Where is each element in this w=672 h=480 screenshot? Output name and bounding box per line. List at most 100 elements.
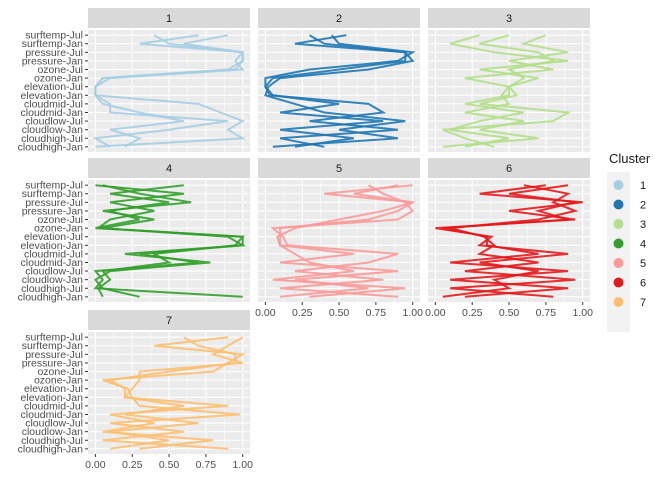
- x-tick-label: 0.25: [462, 307, 483, 319]
- legend-title: Cluster: [609, 151, 651, 166]
- y-tick-label: cloudlow-Jul: [25, 418, 83, 430]
- y-tick-label: surftemp-Jan: [22, 340, 83, 352]
- legend-key-3: [613, 219, 624, 229]
- y-tick-label: cloudhigh-Jan: [18, 141, 84, 153]
- facet-panel-6: 6 0.00 0.25 0.50 0.75 1.00: [425, 158, 593, 319]
- cluster-4-line: [93, 184, 246, 298]
- legend-label: 4: [640, 239, 646, 251]
- x-tick-label: 0.00: [425, 307, 446, 319]
- facet-strip: [258, 8, 420, 28]
- x-tick-label: 0.50: [159, 459, 180, 471]
- facet-strip-label: 7: [166, 315, 172, 327]
- y-tick-label: cloudmid-Jan: [21, 409, 84, 421]
- y-tick-label: ozone-Jul: [37, 214, 83, 226]
- x-tick-label: 1.00: [572, 307, 593, 319]
- cluster-7-line: [102, 336, 244, 450]
- x-tick-label: 0.25: [292, 307, 313, 319]
- facet-strip-label: 6: [506, 163, 512, 175]
- legend-label: 2: [640, 200, 646, 212]
- facet-strip-label: 2: [336, 13, 342, 25]
- y-tick-label: cloudhigh-Jul: [21, 435, 83, 447]
- y-tick-label: elevation-Jul: [24, 231, 83, 243]
- y-tick-label: ozone-Jan: [34, 375, 83, 387]
- y-tick-label: ozone-Jul: [37, 366, 83, 378]
- y-tick-label: surftemp-Jan: [22, 38, 83, 50]
- legend-key-1: [613, 180, 624, 190]
- x-tick-label: 1.00: [402, 307, 423, 319]
- y-tick-label: surftemp-Jul: [25, 332, 83, 344]
- y-tick-label: surftemp-Jan: [22, 188, 83, 200]
- legend-label: 6: [640, 278, 646, 290]
- x-tick-label: 0.75: [196, 459, 217, 471]
- facet-panel-3: 3: [428, 8, 590, 152]
- y-tick-label: elevation-Jan: [21, 90, 84, 102]
- facet-panel-4: 4cloudhigh-Jancloudhigh-Julcloudlow-Janc…: [18, 158, 250, 303]
- y-tick-label: pressure-Jan: [22, 357, 83, 369]
- y-tick-label: surftemp-Jul: [25, 30, 83, 42]
- y-tick-label: elevation-Jan: [21, 392, 84, 404]
- facet-strip-label: 1: [166, 13, 172, 25]
- legend-label: 1: [640, 180, 646, 192]
- facet-strip-label: 5: [336, 163, 342, 175]
- y-tick-label: elevation-Jul: [24, 81, 83, 93]
- cluster-7-line: [107, 336, 237, 450]
- y-tick-label: ozone-Jul: [37, 64, 83, 76]
- cluster-3-line: [442, 34, 572, 148]
- legend-label: 7: [640, 297, 646, 309]
- facet-strip: [88, 8, 250, 28]
- cluster-6-line: [449, 184, 579, 298]
- legend-label: 3: [640, 219, 646, 231]
- legend-key-7: [613, 297, 624, 307]
- y-tick-label: cloudmid-Jul: [24, 248, 83, 260]
- facet-strip: [258, 158, 420, 178]
- facet-strip-label: 4: [166, 163, 172, 175]
- y-tick-label: cloudmid-Jul: [24, 98, 83, 110]
- y-tick-label: ozone-Jan: [34, 73, 83, 85]
- y-tick-label: cloudlow-Jan: [22, 426, 83, 438]
- legend: Cluster 1 2 3 4 5 6 7: [607, 151, 651, 332]
- x-tick-label: 0.00: [85, 459, 106, 471]
- y-tick-label: cloudlow-Jul: [25, 266, 83, 278]
- legend-key-5: [613, 258, 624, 268]
- legend-key-6: [613, 277, 624, 288]
- y-tick-label: elevation-Jan: [21, 240, 84, 252]
- x-tick-label: 1.00: [232, 459, 253, 471]
- y-tick-label: cloudhigh-Jan: [18, 443, 84, 455]
- facet-strip: [428, 8, 590, 28]
- x-tick-label: 0.75: [536, 307, 557, 319]
- y-tick-label: pressure-Jan: [22, 205, 83, 217]
- x-tick-label: 0.25: [122, 459, 143, 471]
- cluster-4-line: [95, 184, 245, 298]
- y-tick-label: cloudmid-Jan: [21, 257, 84, 269]
- cluster-6-line: [435, 184, 583, 298]
- y-tick-label: cloudlow-Jan: [22, 274, 83, 286]
- x-tick-label: 0.75: [366, 307, 387, 319]
- x-tick-label: 0.00: [255, 307, 276, 319]
- y-tick-label: cloudlow-Jul: [25, 116, 83, 128]
- cluster-3-line: [442, 34, 569, 148]
- y-tick-label: elevation-Jul: [24, 383, 83, 395]
- y-tick-label: surftemp-Jul: [25, 180, 83, 192]
- facet-panel-5: 5 0.00 0.25 0.50 0.75 1.00: [255, 158, 423, 319]
- x-tick-label: 0.50: [329, 307, 350, 319]
- y-tick-label: ozone-Jan: [34, 223, 83, 235]
- facet-panel-7: 7cloudhigh-Jancloudhigh-Julcloudlow-Janc…: [18, 310, 253, 471]
- y-tick-label: pressure-Jul: [25, 47, 83, 59]
- legend-key-4: [613, 238, 624, 249]
- facet-strip-label: 3: [506, 13, 512, 25]
- facet-strip: [428, 158, 590, 178]
- facet-panel-1: 1cloudhigh-Jancloudhigh-Julcloudlow-Janc…: [18, 8, 250, 153]
- y-tick-label: cloudhigh-Jul: [21, 133, 83, 145]
- facet-strip: [88, 310, 250, 330]
- legend-label: 5: [640, 258, 646, 270]
- y-tick-label: pressure-Jul: [25, 197, 83, 209]
- y-tick-label: cloudhigh-Jul: [21, 283, 83, 295]
- x-tick-label: 0.50: [499, 307, 520, 319]
- y-tick-label: cloudhigh-Jan: [18, 291, 84, 303]
- y-tick-label: pressure-Jan: [22, 55, 83, 67]
- cluster-7-line: [102, 336, 246, 450]
- cluster-5-line: [272, 184, 413, 298]
- legend-key-background: [607, 172, 630, 332]
- y-tick-label: cloudmid-Jul: [24, 400, 83, 412]
